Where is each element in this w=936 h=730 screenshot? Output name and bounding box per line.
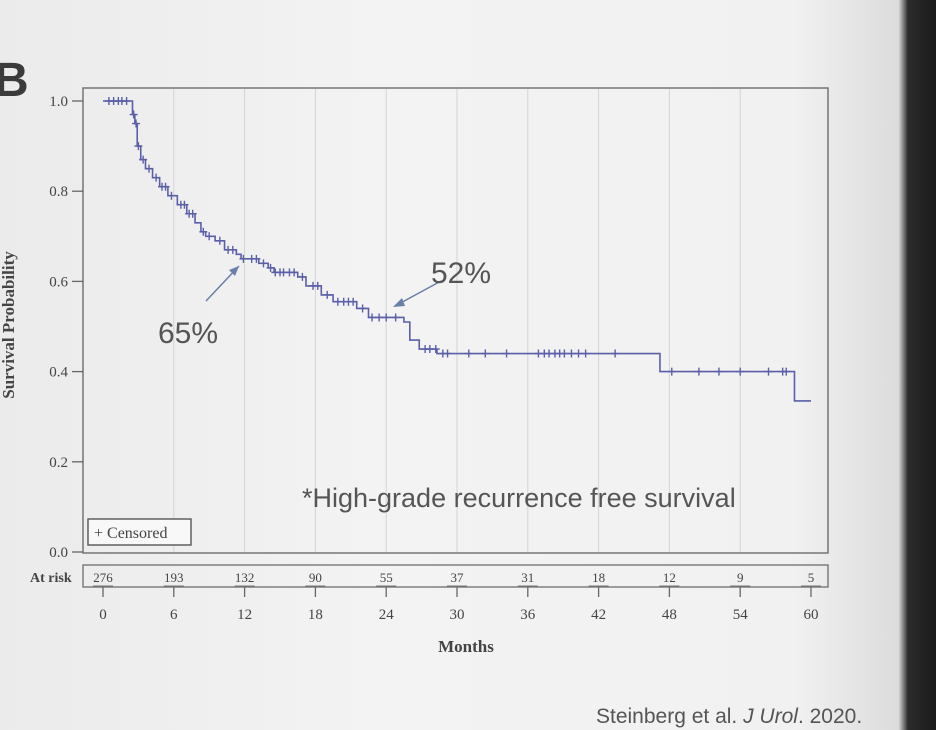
at-risk-label: At risk [30,571,72,586]
x-tick-label: 60 [804,607,819,623]
legend-label: + Censored [94,525,167,542]
annotation-65-label: 65% [158,317,218,350]
chart-note: *High-grade recurrence free survival [302,483,736,513]
annotation-52: 52% [393,257,491,307]
censor-mark [502,349,511,358]
censored-marks [104,97,791,376]
censor-mark [764,367,773,376]
y-axis: 0.0 0.2 0.4 0.6 0.8 1.0 [49,94,83,561]
censor-mark [161,182,170,191]
censor-mark [266,263,275,272]
censor-mark [145,164,154,173]
censor-mark [574,349,583,358]
legend-frame [87,518,192,546]
at-risk-value: 37 [451,570,465,585]
censor-mark [167,191,176,200]
y-tick-label: 1.0 [49,94,68,110]
y-tick-label: 0.0 [49,545,68,561]
x-tick-label: 30 [450,607,465,623]
citation-rest: . 2020. [798,705,862,728]
x-tick-label: 6 [170,607,178,623]
annotation-52-label: 52% [431,257,491,290]
censor-mark [252,254,261,263]
at-risk-value: 132 [235,570,255,585]
censor-mark [464,349,473,358]
censor-mark [132,119,141,128]
x-axis: 0 6 12 18 24 30 36 42 48 54 60 [99,587,819,623]
at-risk-value: 18 [592,570,605,585]
censor-mark [122,97,131,105]
censor-mark [323,290,332,299]
annotation-65: 65% [158,265,240,350]
x-tick-label: 12 [237,607,252,623]
at-risk-box [82,564,829,588]
x-tick-label: 0 [99,607,107,623]
panel-label: B [0,54,29,107]
censor-mark [152,173,161,182]
censor-mark [368,313,377,322]
censor-mark [375,313,384,322]
at-risk-value: 31 [521,570,534,585]
censor-mark [205,232,214,241]
at-risk-value: 5 [808,570,815,585]
censor-mark [443,349,452,358]
arrowhead-icon [393,298,405,307]
y-tick-label: 0.8 [49,184,68,200]
censor-mark [667,367,676,376]
x-tick-label: 36 [520,607,536,623]
censor-mark [782,367,791,376]
censor-mark [134,142,143,151]
censor-mark [714,367,723,376]
censor-mark [581,349,590,358]
censor-mark [349,297,358,306]
censor-mark [298,272,307,281]
censor-mark [199,227,208,236]
censor-mark [481,349,490,358]
censor-mark [129,110,138,119]
x-tick-label: 54 [733,607,749,623]
censor-mark [694,367,703,376]
citation-journal: J Urol [742,705,799,728]
y-tick-label: 0.2 [49,455,68,471]
censor-mark [259,259,268,268]
censor-mark [139,155,148,164]
grid-lines [173,89,741,552]
at-risk-value: 90 [309,570,322,585]
x-tick-label: 18 [308,607,323,623]
x-tick-label: 24 [379,607,395,623]
x-tick-label: 42 [591,607,606,623]
censor-mark [215,236,224,245]
at-risk-value: 55 [380,570,393,585]
plot-frame [82,87,829,554]
y-tick-label: 0.4 [49,365,68,381]
censor-mark [560,349,569,358]
x-tick-label: 48 [662,607,677,623]
censor-mark [358,304,367,313]
censor-mark [180,200,189,209]
censor-mark [228,245,237,254]
y-axis-label: Survival Probability [0,251,18,399]
at-risk-table: At risk 276 193 132 90 55 37 31 18 12 9 5 [30,564,829,588]
at-risk-value: 12 [663,570,676,585]
censor-mark [313,281,322,290]
at-risk-value: 193 [164,570,184,585]
citation: Steinberg et al. J Urol. 2020. [596,705,862,728]
censor-mark [290,268,299,277]
censor-mark [611,349,620,358]
censor-mark [382,313,391,322]
citation-authors: Steinberg et al. [596,705,743,728]
legend-box: + Censored [87,518,192,546]
censor-mark [431,345,440,354]
at-risk-value: 276 [93,570,113,585]
censor-mark [239,254,248,263]
at-risk-value: 9 [737,570,744,585]
y-tick-label: 0.6 [49,274,68,290]
arrowhead-icon [229,266,239,276]
censor-mark [188,209,197,218]
censor-mark [567,349,576,358]
censor-mark [736,367,745,376]
censor-mark [391,313,400,322]
x-axis-label: Months [438,637,494,656]
